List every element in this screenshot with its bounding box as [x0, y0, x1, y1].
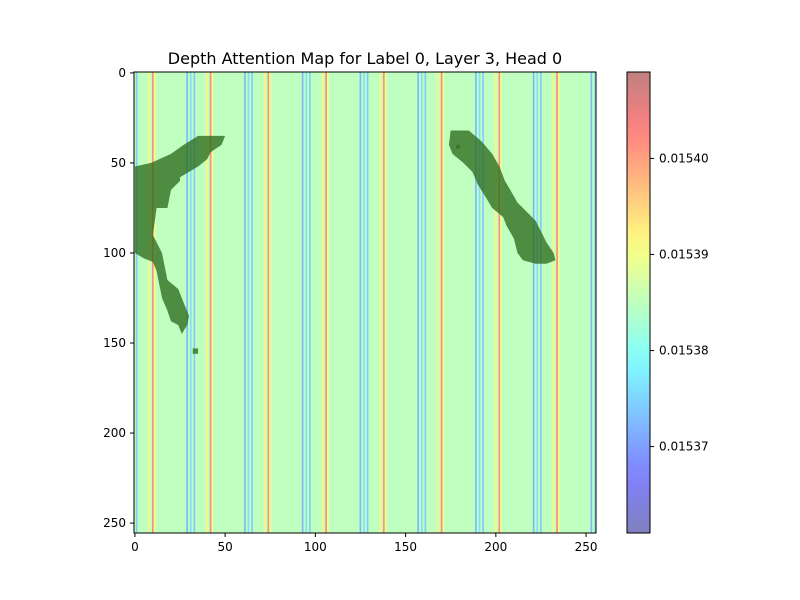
- colorbar-frame: [626, 71, 651, 534]
- x-axis: 0 50 100 150 200 250: [131, 533, 598, 554]
- heatmap-stripe: [206, 72, 208, 533]
- colorbar-tick-label: 0.01540: [659, 151, 709, 165]
- heatmap-stripe: [321, 72, 324, 533]
- heatmap-stripe: [209, 72, 212, 533]
- heatmap-stripe: [420, 72, 423, 533]
- heatmap-stripe: [305, 72, 308, 533]
- overlay-mask: [134, 130, 556, 354]
- heatmap-stripe: [482, 72, 484, 533]
- colorbar-tick-label: 0.01537: [659, 440, 709, 454]
- heatmap-stripe: [148, 72, 151, 533]
- y-tick-label: 150: [103, 336, 126, 350]
- heatmap-stripe: [327, 72, 329, 533]
- heatmap-stripe: [363, 72, 365, 533]
- y-axis: 0 50 100 150 200 250: [103, 66, 134, 530]
- heatmap-stripe: [325, 72, 327, 533]
- heatmap-stripe: [440, 72, 443, 533]
- x-tick-label: 100: [304, 540, 327, 554]
- mask-right-shape: [448, 130, 556, 264]
- heatmap-stripe: [424, 72, 427, 533]
- x-tick-label: 250: [575, 540, 598, 554]
- heatmap-stripe: [269, 72, 271, 533]
- heatmap-stripe: [301, 72, 304, 533]
- heatmap-stripe: [558, 72, 560, 533]
- heatmap-stripe: [359, 72, 362, 533]
- heatmap-stripe: [383, 72, 385, 533]
- y-tick-label: 100: [103, 246, 126, 260]
- plot-frame: [133, 71, 597, 534]
- heatmap-stripe: [556, 72, 558, 533]
- colorbar-tick-label: 0.01538: [659, 344, 709, 358]
- heatmap-stripes: [135, 72, 596, 533]
- heatmap-stripe: [417, 72, 419, 533]
- heatmap-stripe: [498, 72, 501, 533]
- heatmap-plot: 0 50 100 150 200 250 0 50 100 150 200 250: [103, 66, 597, 554]
- heatmap-stripe: [540, 72, 542, 533]
- heatmap-stripe: [590, 72, 593, 533]
- colorbar-tick-label: 0.01539: [659, 247, 709, 261]
- heatmap-stripe: [263, 72, 266, 533]
- heatmap-stripe: [251, 72, 253, 533]
- heatmap-stripe: [536, 72, 539, 533]
- heatmap-stripe: [211, 72, 214, 533]
- colorbar: 0.01537 0.01538 0.01539 0.01540: [626, 71, 709, 534]
- x-tick-label: 50: [217, 540, 232, 554]
- heatmap-stripe: [153, 72, 156, 533]
- heatmap-stripe: [152, 72, 154, 533]
- heatmap-stripe: [186, 72, 188, 533]
- heatmap-stripe: [366, 72, 369, 533]
- heatmap-stripe: [379, 72, 382, 533]
- y-tick-label: 250: [103, 516, 126, 530]
- heatmap-stripe: [478, 72, 481, 533]
- mask-right-speckle: [456, 144, 460, 149]
- heatmap-stripe: [532, 72, 535, 533]
- heatmap-stripe: [594, 72, 596, 533]
- heatmap-stripe: [193, 72, 196, 533]
- heatmap-stripe: [500, 72, 502, 533]
- y-tick-label: 200: [103, 426, 126, 440]
- heatmap-stripe: [244, 72, 246, 533]
- heatmap-stripe: [135, 72, 138, 533]
- x-tick-label: 0: [131, 540, 139, 554]
- heatmap-stripe: [437, 72, 439, 533]
- x-tick-label: 200: [484, 540, 507, 554]
- chart-title: Depth Attention Map for Label 0, Layer 3…: [168, 49, 562, 68]
- mask-left-speckle: [192, 348, 199, 354]
- heatmap-stripe: [309, 72, 311, 533]
- heatmap-stripe: [189, 72, 192, 533]
- x-tick-label: 150: [394, 540, 417, 554]
- heatmap-stripe: [494, 72, 497, 533]
- heatmap-stripe: [384, 72, 387, 533]
- y-tick-label: 0: [118, 66, 126, 80]
- mask-left-shape: [134, 135, 226, 334]
- y-tick-label: 50: [111, 156, 126, 170]
- colorbar-bar: [627, 72, 650, 533]
- heatmap-stripe: [267, 72, 270, 533]
- colorbar-axis: 0.01537 0.01538 0.01539 0.01540: [650, 151, 709, 454]
- heatmap-stripe: [552, 72, 555, 533]
- heatmap-stripe: [475, 72, 477, 533]
- heatmap-stripe: [247, 72, 250, 533]
- heatmap-stripe: [442, 72, 445, 533]
